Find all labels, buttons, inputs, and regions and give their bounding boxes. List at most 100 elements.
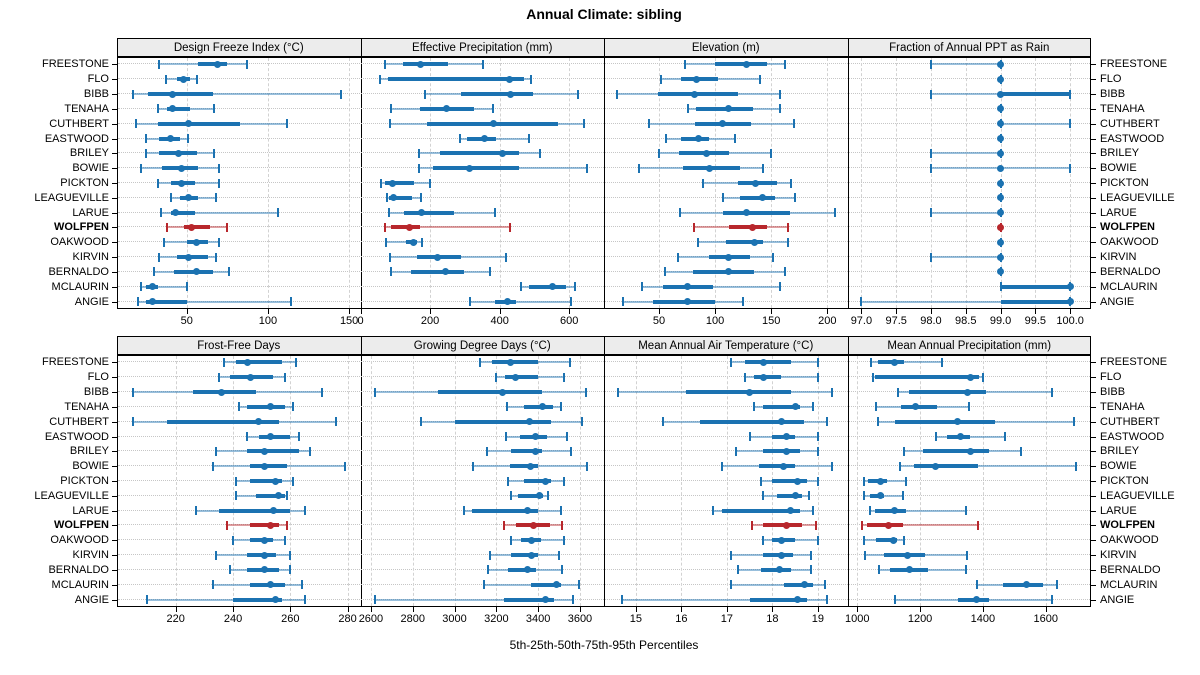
whisker-cap <box>335 417 338 427</box>
iqr-bar <box>739 195 775 200</box>
x-tick-label: 600 <box>560 315 579 327</box>
whisker-cap <box>194 506 197 516</box>
whisker-cap <box>492 104 495 114</box>
site-label-left: LEAGUEVILLE <box>34 489 109 502</box>
y-tick <box>1091 436 1096 438</box>
median-dot <box>266 433 274 441</box>
x-tick <box>267 309 269 314</box>
panel-strip-label: Design Freeze Index (°C) <box>173 42 304 54</box>
strip-divider <box>847 336 849 355</box>
median-dot <box>178 164 186 172</box>
gridline-h <box>118 450 1090 452</box>
y-tick <box>1091 555 1096 557</box>
whisker-cap <box>420 193 423 203</box>
gridline-h <box>118 196 1090 198</box>
x-tick <box>681 607 683 612</box>
whisker-cap <box>417 163 420 173</box>
whisker-cap <box>964 506 967 516</box>
x-tick-label: 260 <box>281 613 300 625</box>
site-label-left: EASTWOOD <box>44 132 109 145</box>
y-tick <box>112 138 117 140</box>
site-label-right: BRILEY <box>1100 147 1140 160</box>
whisker-cap <box>215 252 218 262</box>
gridline-v <box>267 58 269 308</box>
whisker-cap <box>862 476 865 486</box>
iqr-bar <box>528 284 566 289</box>
median-dot <box>507 90 515 98</box>
x-tick <box>817 607 819 612</box>
whisker-line <box>141 285 187 288</box>
whisker-cap <box>420 417 423 427</box>
whisker-cap <box>504 252 507 262</box>
whisker-cap <box>816 357 819 367</box>
whisker-cap <box>860 297 863 307</box>
y-tick <box>1091 481 1096 482</box>
gridline-h <box>118 598 1090 600</box>
whisker-cap <box>893 595 896 605</box>
y-tick <box>1091 495 1096 497</box>
site-label-left: FLO <box>87 73 109 86</box>
median-dot <box>184 194 192 202</box>
whisker-cap <box>140 163 143 173</box>
median-dot <box>997 164 1005 172</box>
x-tick <box>715 309 717 314</box>
iqr-bar <box>404 210 455 215</box>
whisker-cap <box>898 461 901 471</box>
whisker-cap <box>641 282 644 292</box>
median-dot <box>272 596 280 604</box>
x-tick-label: 200 <box>420 315 440 327</box>
whisker-cap <box>677 252 680 262</box>
whisker-cap <box>390 104 393 114</box>
gridline-v <box>635 356 637 606</box>
whisker-cap <box>158 252 161 262</box>
median-dot <box>778 418 785 426</box>
whisker-cap <box>417 148 420 158</box>
site-label-right: WOLFPEN <box>1100 519 1155 532</box>
site-label-left: PICKTON <box>60 177 109 189</box>
gridline-h <box>118 226 1090 228</box>
panel-divider <box>360 355 362 607</box>
x-tick-label: 19 <box>811 613 825 625</box>
iqr-bar <box>183 225 210 230</box>
whisker-cap <box>563 476 566 486</box>
whisker-cap <box>424 89 427 99</box>
gridline-v <box>290 356 292 606</box>
panel-divider <box>604 57 605 309</box>
y-tick <box>1091 242 1096 244</box>
whisker-cap <box>214 446 217 456</box>
x-tick-label: 400 <box>490 315 509 327</box>
x-tick <box>360 309 362 314</box>
whisker-cap <box>816 446 819 456</box>
whisker-cap <box>158 59 161 69</box>
median-dot <box>911 403 919 411</box>
panel-strip-label: Elevation (m) <box>691 42 760 54</box>
strip-divider <box>847 38 849 57</box>
iqr-bar <box>384 181 414 185</box>
whisker-cap <box>790 178 793 188</box>
y-tick <box>112 79 117 81</box>
median-dot <box>782 433 790 441</box>
median-dot <box>480 135 488 143</box>
gridline-h <box>118 524 1090 526</box>
whisker-cap <box>770 148 773 158</box>
y-tick <box>1091 79 1096 81</box>
whisker-cap <box>166 222 169 232</box>
site-label-right: BERNALDO <box>1100 265 1161 278</box>
site-label-left: KIRVIN <box>72 549 109 562</box>
whisker-cap <box>647 119 650 129</box>
gridline-v <box>412 356 414 606</box>
median-dot <box>750 238 758 246</box>
median-dot <box>743 60 750 68</box>
gridline-v <box>726 356 728 606</box>
median-dot <box>433 253 441 261</box>
whisker-cap <box>509 222 512 232</box>
iqr-bar <box>866 523 903 528</box>
whisker-cap <box>697 237 700 247</box>
site-label-left: MCLAURIN <box>51 280 109 293</box>
gridline-h <box>118 122 1090 124</box>
iqr-bar <box>387 77 524 82</box>
whisker-cap <box>292 402 295 412</box>
y-tick <box>112 466 117 468</box>
whisker-cap <box>730 357 733 367</box>
x-tick-label: 1400 <box>970 613 996 625</box>
